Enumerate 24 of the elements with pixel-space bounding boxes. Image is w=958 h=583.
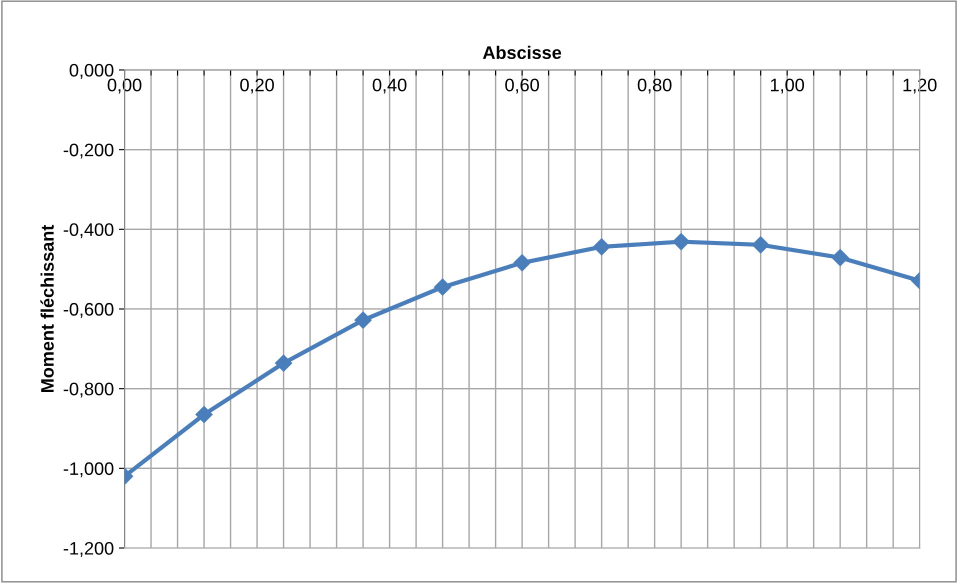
- point: [434, 278, 452, 296]
- y-tick-label: -0,800: [64, 382, 114, 398]
- x-tick-label: 0,80: [638, 78, 672, 94]
- point: [275, 354, 292, 372]
- y-tick-label: 0,000: [70, 64, 114, 79]
- y-tick-label: -0,600: [64, 302, 114, 318]
- point: [832, 249, 849, 266]
- point: [196, 406, 213, 424]
- y-tick-label: -0,200: [64, 144, 114, 158]
- x-axis-title: Abscisse: [482, 46, 562, 60]
- point: [354, 312, 372, 329]
- point: [593, 238, 610, 256]
- point: [752, 236, 770, 254]
- x-tick-label: 0,60: [505, 78, 539, 94]
- point: [672, 233, 690, 250]
- point: [514, 254, 531, 272]
- y-axis-title: Moment fléchissant: [40, 224, 54, 392]
- y-tick-label: -1,200: [64, 542, 114, 557]
- y-tick-label: -0,400: [64, 223, 114, 238]
- x-tick-label: 0,40: [372, 78, 406, 94]
- x-tick-label: 1,00: [770, 78, 804, 94]
- x-tick-label: 1,20: [903, 78, 937, 94]
- x-tick-label: 0,20: [240, 78, 274, 94]
- y-tick-label: -1,000: [64, 462, 114, 478]
